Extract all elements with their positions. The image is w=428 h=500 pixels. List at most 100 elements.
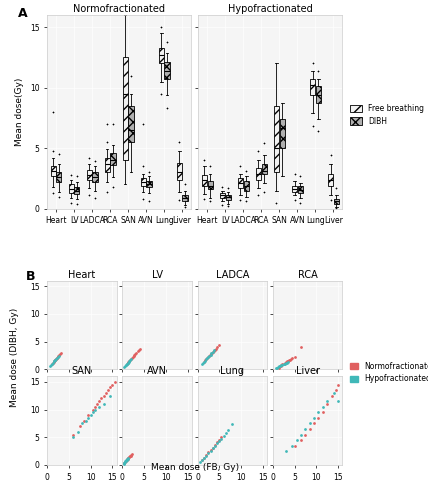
Point <box>125 358 132 366</box>
Point <box>199 456 205 464</box>
Point <box>203 355 210 363</box>
Point <box>324 398 330 406</box>
Point <box>311 420 318 428</box>
Point <box>122 362 129 370</box>
Point <box>124 455 131 463</box>
Point <box>284 358 291 366</box>
PathPatch shape <box>226 195 231 200</box>
Point <box>125 454 131 462</box>
Point <box>83 416 90 424</box>
Point <box>122 458 128 466</box>
PathPatch shape <box>274 106 279 172</box>
Point <box>127 452 134 460</box>
Point <box>136 344 143 352</box>
Point <box>302 430 309 438</box>
Point <box>276 362 283 370</box>
Title: RCA: RCA <box>298 270 318 280</box>
Point <box>229 420 236 428</box>
Point <box>287 356 294 364</box>
Point <box>130 352 137 360</box>
Point <box>291 353 298 361</box>
Point <box>85 414 92 422</box>
Point <box>96 403 103 411</box>
PathPatch shape <box>202 175 207 186</box>
PathPatch shape <box>123 58 128 160</box>
Point <box>53 354 59 362</box>
Point <box>315 408 322 416</box>
Point <box>123 360 130 368</box>
Point <box>216 342 223 349</box>
Point <box>277 362 284 370</box>
Point <box>126 357 133 365</box>
Point <box>291 442 298 450</box>
Point <box>201 454 208 462</box>
Point <box>128 355 134 363</box>
Point <box>128 355 134 363</box>
Point <box>131 351 138 359</box>
Point <box>122 362 128 370</box>
Point <box>201 358 208 366</box>
Text: Mean dose (DIBH, Gy): Mean dose (DIBH, Gy) <box>10 308 20 407</box>
Point <box>218 435 225 443</box>
Title: SAN: SAN <box>72 366 92 376</box>
Point <box>51 358 57 366</box>
Point <box>80 416 87 424</box>
Point <box>225 426 232 434</box>
Point <box>134 348 141 356</box>
Point <box>211 346 218 354</box>
Point <box>211 441 218 449</box>
Point <box>50 358 56 366</box>
Point <box>282 358 289 366</box>
Point <box>276 364 283 372</box>
Point <box>48 361 54 369</box>
Point <box>89 408 96 416</box>
PathPatch shape <box>310 79 315 95</box>
Point <box>89 406 96 413</box>
Point <box>324 400 330 408</box>
Point <box>96 398 103 406</box>
Point <box>123 456 130 464</box>
Point <box>286 356 293 364</box>
Point <box>204 354 211 362</box>
Point <box>202 356 209 364</box>
Point <box>201 454 208 462</box>
Point <box>121 459 128 467</box>
PathPatch shape <box>68 184 74 193</box>
Point <box>204 354 211 362</box>
Point <box>216 436 223 444</box>
Point <box>206 352 213 360</box>
PathPatch shape <box>256 168 261 179</box>
Point <box>125 454 132 462</box>
Point <box>281 358 288 366</box>
Point <box>319 408 326 416</box>
Point <box>100 400 107 408</box>
Point <box>205 353 212 361</box>
Point <box>121 458 128 466</box>
Point <box>70 430 77 438</box>
Point <box>211 347 217 355</box>
Point <box>126 357 133 365</box>
Point <box>202 357 208 365</box>
Point <box>50 358 57 366</box>
Point <box>109 380 116 388</box>
PathPatch shape <box>292 186 297 192</box>
Point <box>55 352 62 360</box>
Point <box>282 359 289 367</box>
Point <box>125 358 132 366</box>
Title: Liver: Liver <box>296 366 320 376</box>
Point <box>278 362 285 370</box>
PathPatch shape <box>244 181 249 190</box>
Point <box>127 356 134 364</box>
Point <box>58 349 65 357</box>
PathPatch shape <box>87 170 92 179</box>
Point <box>51 356 58 364</box>
Point <box>319 403 326 411</box>
Point <box>70 434 77 442</box>
Point <box>122 458 129 466</box>
Point <box>51 357 57 365</box>
PathPatch shape <box>316 86 321 104</box>
Title: LV: LV <box>152 270 163 280</box>
Point <box>100 392 107 400</box>
Point <box>205 448 212 456</box>
Point <box>57 350 64 358</box>
